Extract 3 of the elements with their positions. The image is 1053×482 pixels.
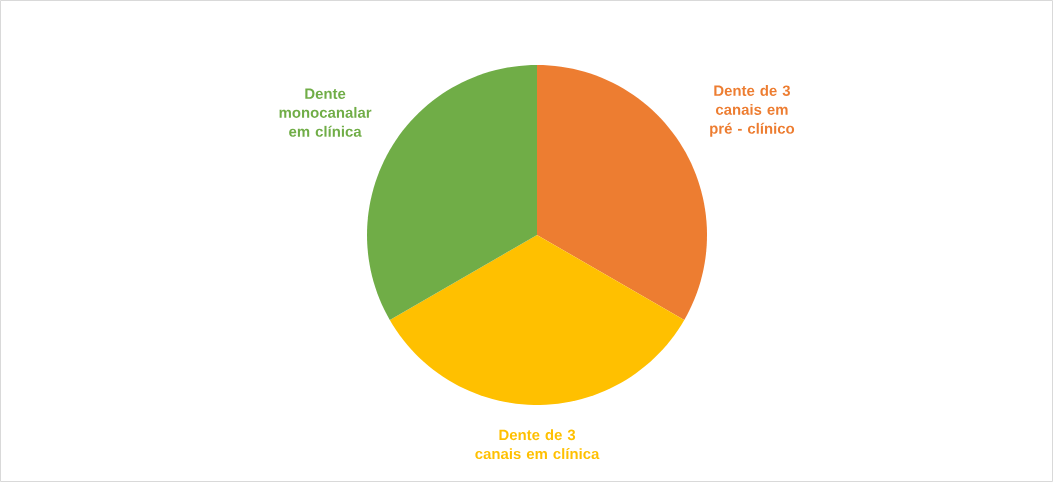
slice-label: Dente de 3 canais em clínica — [475, 429, 600, 460]
slice-label: Dente monocanalar em clínica — [279, 88, 372, 137]
slice-label: Dente de 3 canais em pré - clínico — [710, 84, 795, 137]
